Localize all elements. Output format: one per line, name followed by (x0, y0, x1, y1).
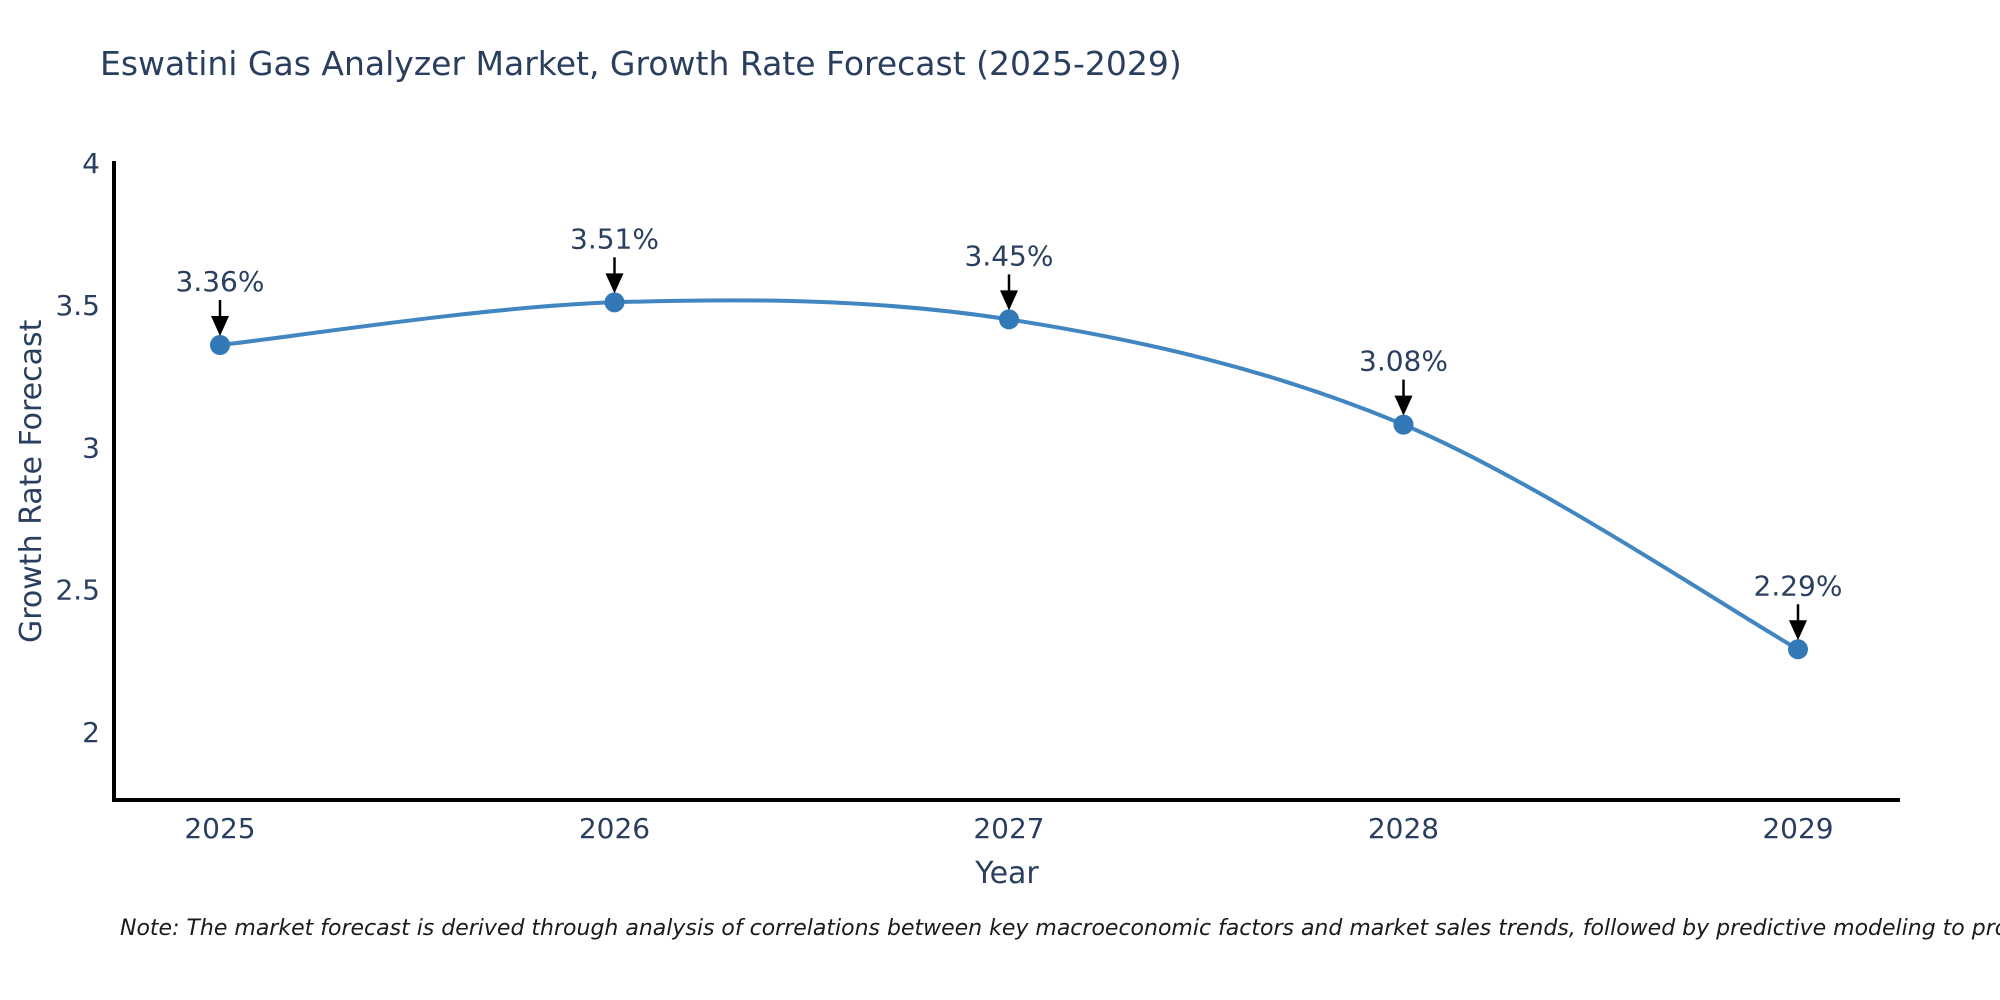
annotation-arrow-head (1789, 620, 1807, 641)
data-point-marker (1393, 414, 1414, 435)
point-annotation-label: 3.08% (1359, 345, 1448, 378)
trace-line (218, 298, 1800, 652)
x-tick-label: 2025 (184, 812, 255, 845)
annotation-arrow-head (1000, 290, 1018, 311)
y-tick-label: 3.5 (55, 289, 100, 322)
data-point-marker (210, 335, 230, 355)
x-axis-title: Year (975, 856, 1039, 891)
data-point-marker (999, 309, 1019, 330)
point-annotation-label: 2.29% (1754, 569, 1843, 602)
annotation-arrow-head (605, 273, 624, 294)
x-tick-label: 2027 (973, 812, 1044, 845)
y-tick-label: 3 (82, 431, 100, 464)
footnote: Note: The market forecast is derived thr… (120, 916, 2000, 941)
x-tick-label: 2028 (1368, 812, 1439, 845)
annotation-arrow-head (211, 316, 229, 336)
point-annotation-label: 3.51% (570, 222, 659, 255)
chart-title: Eswatini Gas Analyzer Market, Growth Rat… (100, 44, 1182, 83)
annotation-arrow-head (1394, 395, 1413, 416)
x-tick-label: 2029 (1762, 812, 1833, 845)
y-tick-label: 4 (82, 147, 100, 180)
y-tick-label: 2 (82, 716, 100, 749)
data-point-marker (604, 292, 625, 313)
y-tick-label: 2.5 (55, 574, 100, 607)
data-point-marker (1788, 639, 1808, 660)
x-tick-label: 2026 (579, 812, 650, 845)
point-annotation-label: 3.36% (176, 265, 265, 298)
point-annotation-label: 3.45% (965, 239, 1054, 272)
